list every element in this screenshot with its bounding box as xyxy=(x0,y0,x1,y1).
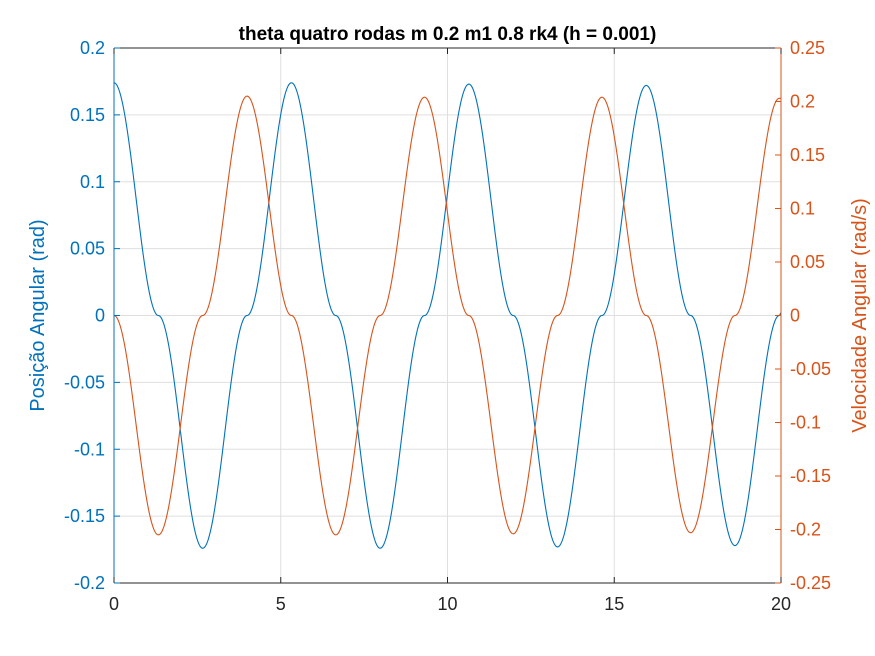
left-y-tick-label: -0.05 xyxy=(64,372,105,392)
axes: 0 5 10 15 20 -0.2 -0.15 -0.1 -0.05 0 0.05 0.1 0.15 0.… xyxy=(64,38,831,614)
left-y-tick-label: 0.2 xyxy=(80,38,105,58)
left-y-tick-label: -0.1 xyxy=(74,439,105,459)
x-tick-label: 0 xyxy=(109,594,119,614)
left-y-tick-label: -0.2 xyxy=(74,573,105,593)
x-tick-label: 15 xyxy=(604,594,624,614)
x-tick-label: 5 xyxy=(276,594,286,614)
series-layer xyxy=(113,82,782,549)
left-y-tick-label: 0.15 xyxy=(70,105,105,125)
angular-velocity-line xyxy=(113,95,781,536)
right-y-tick-label: -0.2 xyxy=(790,520,821,540)
angular-position-line xyxy=(113,82,782,549)
left-y-tick-label: 0.05 xyxy=(70,239,105,259)
right-y-tick-label: 0.05 xyxy=(790,252,825,272)
left-y-tick-label: 0.1 xyxy=(80,172,105,192)
x-tick-label: 10 xyxy=(437,594,457,614)
right-axis-label: Velocidade Angular (rad/s) xyxy=(849,198,871,433)
right-y-tick-label: -0.25 xyxy=(790,573,831,593)
right-y-tick-label: -0.1 xyxy=(790,413,821,433)
right-y-tick-label: 0.1 xyxy=(790,199,815,219)
left-y-tick-label: 0 xyxy=(95,306,105,326)
x-tick-label: 20 xyxy=(771,594,791,614)
right-y-tick-label: 0.25 xyxy=(790,38,825,58)
chart-title: theta quatro rodas m 0.2 m1 0.8 rk4 (h =… xyxy=(239,24,657,45)
right-y-tick-label: 0.15 xyxy=(790,145,825,165)
right-y-tick-label: 0 xyxy=(790,306,800,326)
right-y-tick-label: -0.15 xyxy=(790,466,831,486)
left-axis-label: Posição Angular (rad) xyxy=(27,219,49,411)
right-y-tick-label: -0.05 xyxy=(790,359,831,379)
right-y-tick-label: 0.2 xyxy=(790,92,815,112)
left-y-tick-label: -0.15 xyxy=(64,506,105,526)
